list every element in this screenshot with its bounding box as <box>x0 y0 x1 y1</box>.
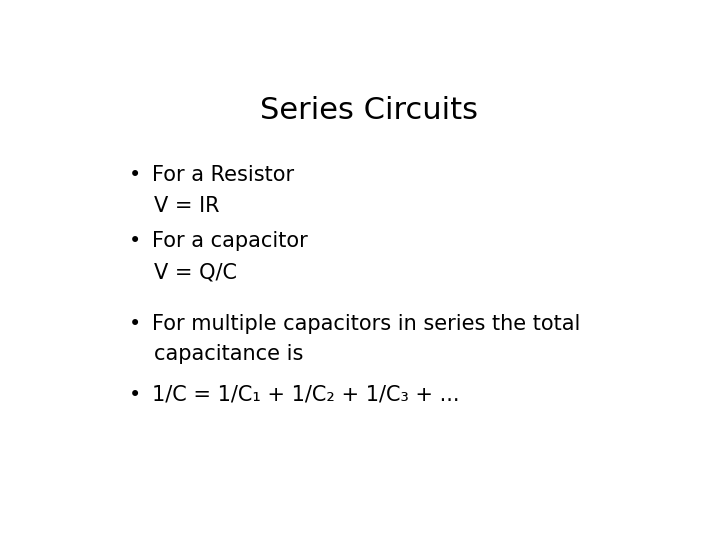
Text: •: • <box>129 385 141 405</box>
Text: •: • <box>129 314 141 334</box>
Text: For a Resistor: For a Resistor <box>153 165 294 185</box>
Text: Series Circuits: Series Circuits <box>260 96 478 125</box>
Text: For a capacitor: For a capacitor <box>153 231 308 251</box>
Text: capacitance is: capacitance is <box>154 344 304 364</box>
Text: •: • <box>129 165 141 185</box>
Text: V = IR: V = IR <box>154 196 220 216</box>
Text: 1/C = 1/C₁ + 1/C₂ + 1/C₃ + ...: 1/C = 1/C₁ + 1/C₂ + 1/C₃ + ... <box>153 385 460 405</box>
Text: V = Q/C: V = Q/C <box>154 262 237 282</box>
Text: For multiple capacitors in series the total: For multiple capacitors in series the to… <box>153 314 581 334</box>
Text: •: • <box>129 231 141 251</box>
